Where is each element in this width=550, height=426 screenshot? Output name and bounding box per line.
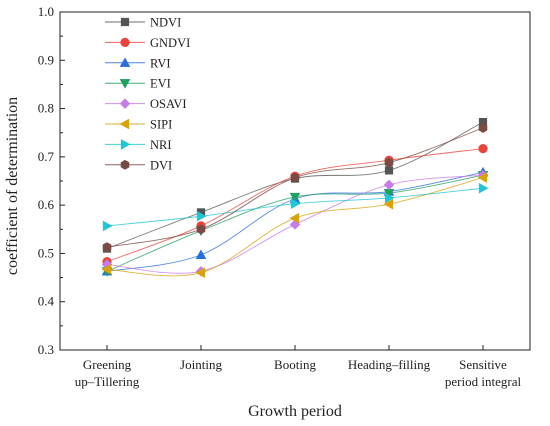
legend-marker	[119, 79, 131, 89]
x-tick-label: Greening up–Tillering	[75, 357, 140, 389]
y-tick-label: 0.8	[38, 101, 54, 116]
legend-item-gndvi: GNDVI	[105, 36, 190, 50]
series-layer	[101, 117, 489, 279]
y-axis-title: coefficient of determination	[4, 97, 21, 275]
data-point-dvi	[290, 172, 300, 183]
legend-marker	[119, 98, 131, 109]
legend-item-evi: EVI	[105, 77, 171, 91]
data-point-dvi	[478, 122, 488, 133]
y-tick-label: 0.6	[38, 197, 55, 212]
x-axis-title: Growth period	[248, 403, 342, 420]
x-axis: Greening up–Tillering Jointing Booting Headi…	[75, 345, 522, 389]
x-tick-label: Heading–filling	[348, 357, 431, 372]
y-tick-label: 1.0	[38, 4, 54, 19]
legend-marker	[120, 17, 130, 27]
legend-label: DVI	[150, 158, 172, 172]
y-tick-label: 0.4	[38, 294, 55, 309]
data-point-nri	[478, 182, 489, 194]
legend-marker	[119, 118, 130, 130]
legend-marker	[120, 159, 130, 170]
legend-label: NDVI	[150, 16, 181, 30]
data-point-evi	[289, 192, 301, 203]
legend-label: NRI	[150, 138, 172, 152]
data-point-sipi	[383, 198, 394, 210]
data-point-sipi	[477, 172, 488, 183]
data-point-rvi	[195, 249, 207, 259]
data-point-ndvi	[384, 166, 394, 175]
y-axis: 0.3 0.4 0.5 0.6 0.7 0.8 0.9 1.0	[38, 4, 65, 357]
data-point-dvi	[384, 157, 394, 168]
legend-item-rvi: RVI	[105, 56, 171, 70]
legend-marker	[120, 37, 130, 48]
series-dvi	[102, 122, 488, 253]
data-point-dvi	[102, 242, 112, 253]
series-sipi	[101, 172, 488, 279]
data-point-gndvi	[478, 144, 488, 154]
data-point-sipi	[101, 264, 112, 275]
legend-item-ndvi: NDVI	[105, 16, 181, 30]
legend-item-dvi: DVI	[105, 158, 172, 172]
x-tick-label: Sensitive period integral	[445, 357, 522, 389]
data-point-sipi	[289, 212, 300, 224]
legend-item-sipi: SIPI	[105, 118, 172, 132]
x-tick-label: Jointing	[180, 357, 222, 372]
legend-label: RVI	[150, 56, 171, 70]
data-point-dvi	[196, 224, 206, 235]
y-tick-label: 0.7	[38, 149, 55, 164]
data-point-nri	[196, 210, 207, 222]
legend-label: SIPI	[150, 118, 172, 132]
legend-label: EVI	[150, 77, 171, 91]
y-tick-label: 0.3	[38, 342, 54, 357]
data-point-nri	[384, 192, 395, 204]
legend: NDVI GNDVI RVI EVI OSAVI SIPI NRI DVI	[105, 16, 190, 172]
x-tick-label: Booting	[274, 357, 316, 372]
legend-marker	[119, 57, 131, 67]
data-point-osavi	[383, 179, 395, 191]
legend-item-osavi: OSAVI	[105, 97, 187, 111]
data-point-nri	[290, 198, 301, 210]
legend-item-nri: NRI	[105, 138, 172, 152]
series-nri	[102, 182, 489, 232]
data-point-nri	[102, 220, 113, 232]
legend-marker	[120, 139, 131, 150]
data-point-sipi	[195, 267, 206, 279]
legend-label: GNDVI	[150, 36, 190, 50]
legend-label: OSAVI	[150, 97, 187, 111]
y-tick-label: 0.5	[38, 245, 54, 260]
y-tick-label: 0.9	[38, 52, 54, 67]
